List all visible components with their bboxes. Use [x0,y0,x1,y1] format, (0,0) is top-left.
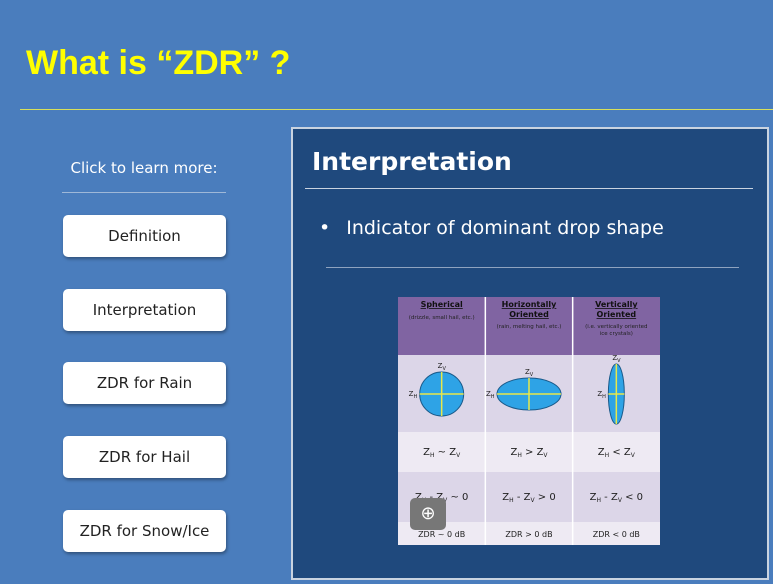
relation: ZDR < 0 dB [593,530,640,539]
menu-rule [62,192,226,193]
panel-title: Interpretation [312,147,512,176]
relation-text: ~ 0 [447,492,468,503]
panel-rule [305,188,753,189]
axis-subscript: V [617,358,621,364]
relation: ZH - ZV < 0 [590,492,643,504]
axis-symbol: Z [486,390,491,398]
relation: ZH - ZV > 0 [502,492,555,504]
figure-row [398,522,660,545]
subscript: H [509,497,514,504]
relation-text: < Z [609,447,631,458]
axis-symbol: Z [409,390,414,398]
relation: ZH < ZV [598,447,636,459]
menu-button[interactable]: ZDR for Snow/Ice [63,509,226,552]
relation-text: ~ Z [435,447,457,458]
axis-subscript: H [491,394,495,400]
menu-prompt: Click to learn more: [70,159,218,177]
relation-text: Z [415,492,422,503]
bullet-text: Indicator of dominant drop shape [346,217,664,239]
subscript: H [517,452,522,459]
subscript: V [618,497,623,504]
axis-label: ZV [525,368,534,378]
bullet-rule [326,267,739,268]
subscript: V [543,452,548,459]
relation: ZH > ZV [510,447,548,459]
relation-text: Z [510,447,517,458]
subscript: V [631,452,636,459]
axis-symbol: Z [597,390,602,398]
title-word: Vertically [595,300,638,309]
relation-text: ZDR < 0 dB [593,530,640,539]
menu-button[interactable]: ZDR for Rain [63,362,226,405]
axis-symbol: Z [525,368,530,376]
axis-subscript: H [602,394,606,400]
column-note: (i.e. vertically oriented ice crystals) [585,324,647,337]
relation-text: ZDR > 0 dB [505,530,552,539]
relation-text: - Z [514,492,531,503]
relation-text: < 0 [622,492,643,503]
axis-label: ZV [612,354,621,364]
relation-text: Z [590,492,597,503]
subscript: H [605,452,610,459]
relation: ZH ~ ZV [423,447,461,459]
menu-button[interactable]: ZDR for Hail [63,436,226,479]
subscript: H [596,497,601,504]
title-word: Oriented [597,310,637,319]
zoom-button[interactable]: ⊕ [410,498,446,530]
bullet-list: • Indicator of dominant drop shape [319,217,664,239]
figure-row [398,297,660,355]
axis-label: ZH [409,390,418,400]
axis-label: ZV [438,362,447,372]
axis-subscript: V [530,372,534,378]
column-note: (rain, melting hail, etc.) [497,324,562,330]
relation-text: - Z [426,492,443,503]
content-panel: Interpretation • Indicator of dominant dr… [291,127,769,580]
relation-text: > Z [522,447,544,458]
column-title: Vertically Oriented [595,300,638,319]
relation-text: > 0 [535,492,556,503]
relation: ZDR ~ 0 dB [418,530,465,539]
menu-button[interactable]: Definition [63,215,226,257]
axis-label: ZH [597,390,606,400]
note-line: (i.e. vertically oriented [585,324,647,330]
column-note: (drizzle, small hail, etc.) [409,315,475,321]
bullet-dot: • [319,217,331,239]
relation-text: - Z [601,492,618,503]
title-word: Oriented [509,310,549,319]
note-line: ice crystals) [600,331,633,337]
axis-label: ZH [486,390,495,400]
relation-text: Z [502,492,509,503]
relation-text: Z [598,447,605,458]
relation-text: ZDR ~ 0 dB [418,530,465,539]
bullet-item: • Indicator of dominant drop shape [319,217,664,239]
title-word: Horizontally [502,300,557,309]
figure-row [398,432,660,472]
subscript: V [530,497,535,504]
title-rule [20,109,773,110]
relation-text: Z [423,447,430,458]
shape-figure: Spherical(drizzle, small hail, etc.)ZVZH… [398,297,660,545]
subscript: H [430,452,435,459]
axis-subscript: V [442,366,446,372]
axis-symbol: Z [612,354,617,362]
column-title: Horizontally Oriented [502,300,557,319]
subscript: V [456,452,461,459]
axis-subscript: H [413,394,417,400]
menu-button[interactable]: Interpretation [63,288,226,331]
relation: ZDR > 0 dB [505,530,552,539]
axis-symbol: Z [438,362,443,370]
column-title: Spherical [421,300,463,309]
slide-title: What is “ZDR” ? [26,44,291,82]
